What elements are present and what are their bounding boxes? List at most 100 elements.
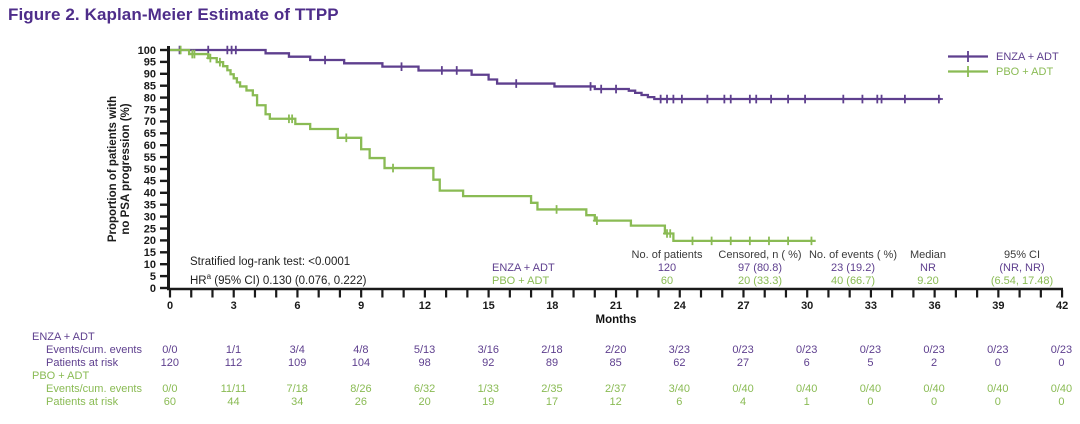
risk-value: 26 <box>354 395 368 408</box>
risk-value: 0 <box>994 356 1001 369</box>
censor-mark-enza <box>877 94 886 104</box>
summary-column-3: Median NR 9.20 <box>893 249 963 288</box>
summary-value: 40 (66.7) <box>830 275 876 287</box>
y-tick-label: 40 <box>144 188 156 200</box>
censor-mark-pbo <box>688 236 697 246</box>
risk-value: 62 <box>673 356 686 369</box>
figure-title: Figure 2. Kaplan-Meier Estimate of TTPP <box>8 5 339 24</box>
risk-value: 0/23 <box>1050 343 1073 356</box>
summary-value: NR <box>920 262 936 274</box>
summary-header: Median <box>909 249 947 261</box>
risk-value: 20 <box>418 395 431 408</box>
censor-mark-pbo <box>215 57 224 67</box>
risk-value: 34 <box>291 395 304 408</box>
censor-mark-enza <box>321 55 330 65</box>
legend-label: PBO + ADT <box>996 65 1054 78</box>
censor-mark-enza <box>752 94 761 104</box>
summary-value: 97 (80.8) <box>737 262 783 274</box>
summary-header: 95% CI <box>1003 249 1041 261</box>
risk-value: 2/20 <box>604 343 627 356</box>
censor-mark-pbo <box>745 236 754 246</box>
risk-value: 112 <box>224 356 243 369</box>
summary-value: (NR, NR) <box>999 262 1045 274</box>
risk-value: 0/0 <box>162 343 178 356</box>
risk-value: 2/18 <box>541 343 563 356</box>
risk-row-label: Patients at risk <box>46 356 119 369</box>
risk-value: 89 <box>545 356 559 369</box>
summary-value: 23 (19.2) <box>830 262 876 274</box>
y-tick-label: 65 <box>144 128 156 140</box>
risk-value: 3/16 <box>477 343 499 356</box>
censor-mark-enza <box>397 62 406 71</box>
summary-column-2: No. of events ( %) 23 (19.2) 40 (66.7) <box>792 249 914 288</box>
logrank-text: Stratified log-rank test: <0.0001 <box>190 256 351 268</box>
risk-value: 6/32 <box>413 382 436 395</box>
censor-mark-pbo <box>784 236 793 246</box>
summary-value: 120 <box>657 262 677 274</box>
censor-mark-enza <box>452 66 461 75</box>
y-tick-label: 90 <box>144 69 156 81</box>
risk-value: 1/33 <box>477 382 499 395</box>
risk-value: 0/23 <box>796 343 818 356</box>
legend-item-enza: ENZA + ADT <box>946 49 1059 64</box>
censor-mark-pbo <box>190 49 199 59</box>
risk-value: 0/40 <box>796 382 818 395</box>
x-tick-label: 24 <box>674 300 687 312</box>
censor-mark-enza <box>669 94 678 104</box>
x-tick-label: 3 <box>231 300 237 312</box>
x-tick-label: 21 <box>610 300 622 312</box>
risk-value: 60 <box>163 395 176 408</box>
x-tick-label: 15 <box>482 300 494 312</box>
y-tick-label: 0 <box>150 283 156 295</box>
risk-value: 11/11 <box>220 382 247 395</box>
x-tick-label: 33 <box>865 300 877 312</box>
risk-value: 0/40 <box>1050 382 1073 395</box>
km-curve-enza <box>170 48 942 101</box>
x-tick-label: 27 <box>737 300 749 312</box>
summary-column-4: 95% CI (NR, NR) (6.54, 17.48) <box>961 249 1080 288</box>
y-tick-label: 35 <box>144 200 156 212</box>
y-tick-label: 55 <box>144 152 156 164</box>
summary-value: (6.54, 17.48) <box>990 275 1054 287</box>
x-tick-label: 0 <box>167 300 173 312</box>
risk-value: 19 <box>482 395 495 408</box>
risk-value: 3/40 <box>668 382 691 395</box>
risk-row-label: Events/cum. events <box>46 343 142 356</box>
censor-mark-pbo <box>666 229 675 238</box>
x-tick-label: 18 <box>546 300 558 312</box>
km-plot: 1009590858075706560555045403530252015105… <box>138 45 1069 312</box>
risk-value: 0 <box>867 395 874 408</box>
risk-value: 4 <box>739 395 747 408</box>
risk-value: 0/40 <box>732 382 754 395</box>
y-tick-label: 95 <box>144 57 156 69</box>
y-tick-label: 70 <box>144 116 156 128</box>
risk-value: 0/40 <box>923 382 945 395</box>
risk-value: 3/4 <box>289 343 305 356</box>
risk-group-label-pbo: PBO + ADT <box>32 369 90 382</box>
risk-value: 7/18 <box>286 382 308 395</box>
risk-value: 0/23 <box>859 343 882 356</box>
y-tick-label: 10 <box>144 259 156 271</box>
risk-value: 0/40 <box>859 382 882 395</box>
x-tick-label: 12 <box>419 300 431 312</box>
censor-mark-enza <box>586 82 595 91</box>
censor-mark-enza <box>204 45 213 55</box>
censor-mark-pbo <box>552 205 561 214</box>
risk-value: 12 <box>609 395 622 408</box>
risk-value: 2 <box>931 356 938 369</box>
risk-value: 0/40 <box>987 382 1009 395</box>
summary-value: 60 <box>660 275 674 287</box>
censor-mark-enza <box>839 94 848 104</box>
summary-value: 20 (33.3) <box>737 275 783 287</box>
risk-value: 0 <box>994 395 1001 408</box>
summary-row-labels: ENZA + ADT PBO + ADT <box>492 262 555 288</box>
risk-value: 109 <box>288 356 307 369</box>
risk-value: 92 <box>482 356 495 369</box>
risk-value: 44 <box>227 395 240 408</box>
censor-mark-pbo <box>592 216 601 225</box>
risk-value: 120 <box>160 356 180 369</box>
risk-value: 0/23 <box>923 343 945 356</box>
km-curve-pbo <box>170 48 816 243</box>
x-axis-title: Months <box>595 314 637 326</box>
